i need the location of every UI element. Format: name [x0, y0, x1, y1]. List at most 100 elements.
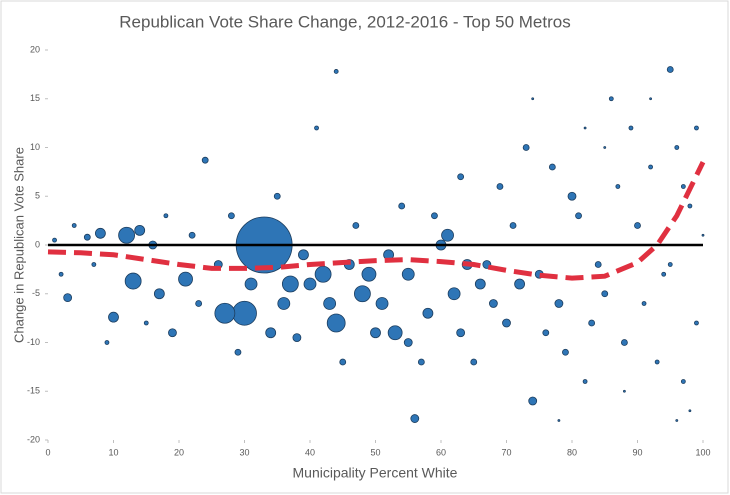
bubble [178, 271, 193, 287]
bubble [214, 302, 236, 324]
bubble [456, 328, 466, 338]
bubble [548, 163, 556, 171]
y-tick-label: 10 [30, 142, 40, 152]
bubble [648, 164, 653, 170]
bubble [163, 213, 169, 219]
x-tick-label: 30 [239, 447, 249, 457]
x-tick-label: 90 [632, 447, 642, 457]
bubble [314, 125, 319, 131]
x-tick-label: 20 [174, 447, 184, 457]
bubble [621, 339, 628, 346]
bubble [265, 327, 277, 339]
bubble [588, 319, 596, 327]
x-tick-label: 40 [305, 447, 315, 457]
trend-line [47, 161, 706, 281]
bubble [353, 285, 371, 303]
bubble [401, 267, 415, 281]
x-tick-label: 100 [695, 447, 710, 457]
bubble [528, 396, 538, 406]
bubble [557, 419, 561, 422]
bubble [244, 277, 258, 291]
y-tick-label: -5 [32, 288, 40, 298]
bubble [654, 359, 660, 365]
x-tick-label: 10 [108, 447, 118, 457]
x-tick-label: 60 [436, 447, 446, 457]
bubble [514, 278, 525, 290]
bubble [447, 287, 461, 301]
bubble [232, 300, 257, 326]
bubble [431, 212, 438, 220]
bubble [52, 237, 57, 243]
bubble [509, 222, 517, 229]
bubble [153, 288, 165, 300]
bubble [649, 97, 652, 101]
bubble [441, 228, 454, 242]
bubble [522, 144, 530, 151]
x-axis-label: Municipality Percent White [293, 465, 458, 481]
bubble [95, 227, 106, 239]
bubble [387, 325, 403, 341]
bubble [666, 66, 674, 73]
bubble [680, 184, 686, 189]
bubble [277, 297, 291, 310]
bubble [124, 272, 142, 290]
bubble [234, 348, 242, 356]
bubble [422, 307, 434, 319]
bubble [227, 212, 235, 220]
bubble [457, 173, 465, 181]
bubble [201, 156, 209, 164]
bubble [594, 261, 602, 268]
bubble [661, 271, 667, 277]
bubble [298, 249, 309, 261]
bubble [195, 300, 203, 307]
bubble [104, 340, 110, 345]
y-tick-label: -15 [27, 386, 40, 396]
bubble [688, 409, 692, 413]
bubble [118, 226, 135, 244]
bubble [281, 275, 299, 293]
x-tick-label: 50 [370, 447, 380, 457]
bubble [63, 293, 73, 303]
bubble [582, 379, 588, 384]
bubble [603, 146, 607, 149]
bubble [143, 320, 149, 326]
bubble [333, 69, 339, 74]
bubble [667, 262, 673, 267]
bubble [634, 222, 641, 229]
bubble [575, 212, 582, 220]
bubble [417, 358, 425, 366]
bubble [108, 311, 119, 323]
y-tick-label: 5 [35, 191, 40, 201]
bubble [531, 97, 535, 101]
bubble [601, 290, 609, 298]
bubble [410, 414, 420, 423]
bubble [567, 191, 577, 201]
bubble [608, 96, 614, 102]
bubble [303, 277, 317, 291]
bubble [701, 233, 705, 237]
y-tick-label: 20 [30, 44, 40, 54]
bubble [474, 278, 486, 290]
bubble [562, 348, 569, 356]
bubble [470, 358, 478, 366]
bubble [615, 184, 621, 189]
y-tick-label: -20 [27, 434, 40, 444]
bubble [58, 271, 64, 277]
bubble [583, 126, 587, 130]
bubble [273, 192, 281, 200]
bubble [488, 299, 498, 308]
bubble [326, 313, 346, 333]
bubble [134, 224, 146, 236]
bubble [694, 125, 699, 131]
chart-title: Republican Vote Share Change, 2012-2016 … [119, 12, 570, 31]
bubble [554, 299, 564, 308]
bubble [694, 320, 699, 326]
bubble [91, 262, 97, 267]
bubble [323, 297, 337, 310]
bubble [71, 223, 77, 228]
x-tick-label: 70 [501, 447, 511, 457]
bubble [542, 329, 550, 337]
y-tick-label: 15 [30, 93, 40, 103]
